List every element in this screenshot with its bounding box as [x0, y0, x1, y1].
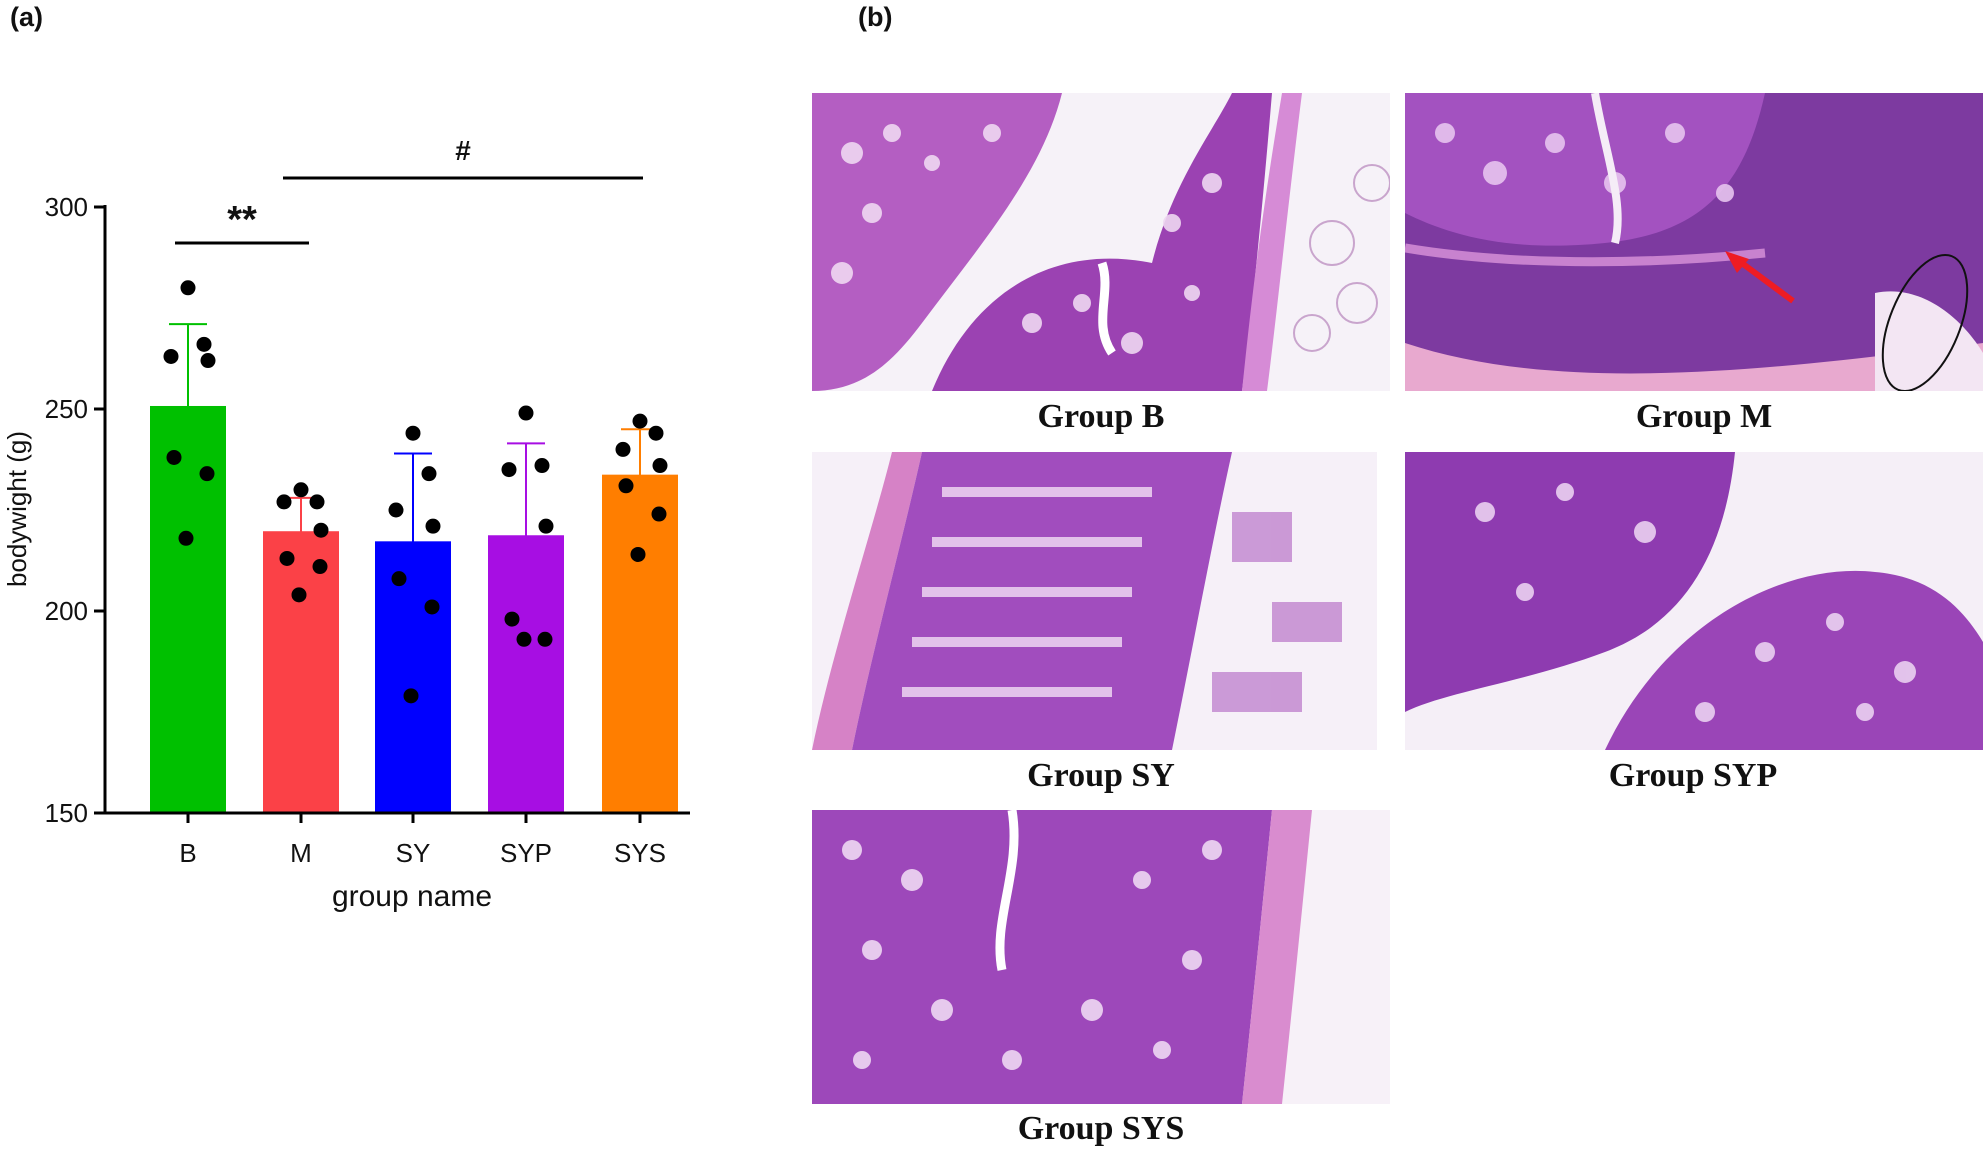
data-point-sy [424, 599, 440, 615]
data-point-sy [388, 502, 404, 518]
data-point-m [309, 494, 325, 510]
data-point-b [166, 449, 182, 465]
bodyweight-bar-chart: 150 200 250 300 B M SY SYP SYS ** # bodywight (g… [2, 135, 690, 913]
bar-m [263, 531, 339, 814]
error-bar-sy [394, 452, 432, 633]
data-point-b [178, 530, 194, 546]
data-point-sy [421, 466, 437, 482]
y-tick-label-300: 300 [45, 192, 88, 222]
data-point-sys [632, 413, 648, 429]
data-point-syp [538, 518, 554, 534]
data-point-syp [534, 458, 550, 474]
caption-group-sy: Group SY [1027, 757, 1175, 794]
x-tick-label-m: M [290, 838, 312, 868]
y-tick-label-150: 150 [45, 798, 88, 828]
data-point-sys [615, 441, 631, 457]
data-point-syp [537, 631, 553, 647]
data-point-syp [504, 611, 520, 627]
significance-label-2: # [455, 135, 471, 166]
data-point-syp [501, 462, 517, 478]
x-tick-label-sy: SY [396, 838, 431, 868]
data-point-sys [648, 425, 664, 441]
data-point-b [200, 353, 216, 369]
data-point-sy [405, 425, 421, 441]
histology-image-group-sy [812, 452, 1377, 750]
panel-b-label: (b) [858, 2, 893, 32]
data-point-m [276, 494, 292, 510]
data-point-b [199, 466, 215, 482]
histology-image-group-sys [812, 810, 1390, 1104]
data-point-sy [403, 688, 419, 704]
caption-group-sys: Group SYS [1017, 1110, 1185, 1147]
data-point-m [279, 550, 295, 566]
data-point-sy [391, 571, 407, 587]
data-point-m [312, 559, 328, 575]
caption-group-m: Group M [1635, 398, 1773, 435]
significance-label-1: ** [227, 199, 257, 241]
x-tick-label-sys: SYS [614, 838, 666, 868]
data-point-m [291, 587, 307, 603]
x-axis-title: group name [332, 880, 492, 913]
data-point-b [163, 348, 179, 364]
caption-group-b: Group B [1037, 398, 1165, 435]
error-bar-syp [507, 442, 545, 631]
data-point-sys [651, 506, 667, 522]
caption-group-syp: Group SYP [1608, 757, 1778, 794]
histology-image-group-b [812, 93, 1390, 391]
data-point-m [313, 522, 329, 538]
y-axis-title: bodywight (g) [2, 431, 32, 587]
histology-image-group-syp [1405, 452, 1983, 750]
data-point-syp [518, 405, 534, 421]
data-point-sys [652, 458, 668, 474]
x-tick-label-syp: SYP [500, 838, 552, 868]
y-tick-label-250: 250 [45, 394, 88, 424]
bar-sys [602, 474, 678, 814]
error-bar-b [169, 323, 207, 491]
data-point-syp [516, 631, 532, 647]
histology-image-group-m [1405, 93, 1983, 391]
panel-a-label: (a) [10, 2, 43, 32]
y-tick-label-200: 200 [45, 596, 88, 626]
data-point-b [196, 336, 212, 352]
data-point-sy [425, 518, 441, 534]
x-tick-label-b: B [179, 838, 196, 868]
data-point-m [293, 482, 309, 498]
data-point-sys [630, 546, 646, 562]
data-point-sys [618, 478, 634, 494]
data-point-b [180, 280, 196, 296]
